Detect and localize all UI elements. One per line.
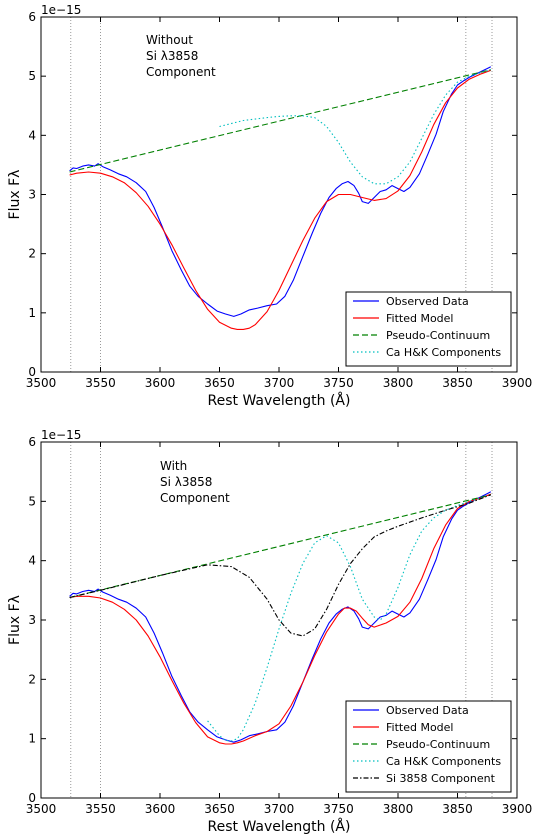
x-tick-label: 3650 xyxy=(204,802,235,816)
x-tick-label: 3500 xyxy=(26,802,57,816)
x-tick-label: 3600 xyxy=(145,802,176,816)
y-tick-label: 5 xyxy=(28,69,36,83)
y-tick-label: 4 xyxy=(28,128,36,142)
y-tick-label: 6 xyxy=(28,435,36,449)
x-tick-label: 3600 xyxy=(145,376,176,390)
series-line-si-3858-component xyxy=(69,494,491,637)
y-tick-label: 1 xyxy=(28,732,36,746)
x-axis-label: Rest Wavelength (Å) xyxy=(208,818,351,834)
legend-entry: Observed Data xyxy=(386,704,469,717)
series-line-observed-data xyxy=(69,66,492,317)
y-tick-label: 3 xyxy=(28,613,36,627)
x-tick-label: 3700 xyxy=(264,802,295,816)
legend-box xyxy=(345,291,512,367)
exponent-label: 1e−15 xyxy=(41,3,81,17)
x-tick-label: 3850 xyxy=(442,802,473,816)
legend-entry: Fitted Model xyxy=(386,312,453,325)
legend-entry: Si 3858 Component xyxy=(386,772,496,785)
x-tick-label: 3550 xyxy=(85,376,116,390)
y-axis-label: Flux Fλ xyxy=(7,170,23,220)
x-tick-label: 3550 xyxy=(85,802,116,816)
annotation-line: Component xyxy=(146,65,216,79)
annotation-line: With xyxy=(160,459,187,473)
legend-entry: Pseudo-Continuum xyxy=(386,738,490,751)
exponent-label: 1e−15 xyxy=(41,428,81,442)
legend-entry: Ca H&K Components xyxy=(386,346,501,359)
legend-entry: Pseudo-Continuum xyxy=(386,329,490,342)
chart-panel: 3500 3550 3600 3650 3700 3750 3800 3850 3900 0 1 2 3… xyxy=(7,3,532,409)
series-line-fitted-model xyxy=(69,69,491,330)
series-line-pseudo-continuum xyxy=(69,494,491,599)
x-tick-label: 3750 xyxy=(323,376,354,390)
y-tick-label: 3 xyxy=(28,188,36,202)
y-tick-label: 4 xyxy=(28,554,36,568)
y-tick-label: 0 xyxy=(28,791,36,805)
x-axis-label: Rest Wavelength (Å) xyxy=(208,392,351,409)
x-tick-label: 3750 xyxy=(323,802,354,816)
series-line-ca-h-k-components xyxy=(219,69,491,185)
y-tick-label: 2 xyxy=(28,247,36,261)
legend-entry: Ca H&K Components xyxy=(386,755,501,768)
legend-box xyxy=(345,700,512,793)
series-line-pseudo-continuum xyxy=(69,69,491,173)
x-tick-label: 3850 xyxy=(442,376,473,390)
x-tick-label: 3800 xyxy=(383,376,414,390)
x-tick-label: 3900 xyxy=(502,376,533,390)
x-tick-label: 3500 xyxy=(26,376,57,390)
y-tick-label: 2 xyxy=(28,672,36,686)
x-tick-label: 3700 xyxy=(264,376,295,390)
x-tick-label: 3650 xyxy=(204,376,235,390)
series-line-ca-h-k-components xyxy=(207,494,491,742)
annotation-line: Si λ3858 xyxy=(160,475,212,489)
series-line-observed-data xyxy=(69,491,492,743)
legend-entry: Fitted Model xyxy=(386,721,453,734)
y-tick-label: 6 xyxy=(28,10,36,24)
x-tick-label: 3900 xyxy=(502,802,533,816)
series-line-fitted-model xyxy=(69,493,491,745)
y-axis-label: Flux Fλ xyxy=(7,595,23,645)
y-tick-label: 1 xyxy=(28,306,36,320)
y-tick-label: 0 xyxy=(28,365,36,379)
annotation-line: Component xyxy=(160,491,230,505)
y-tick-label: 5 xyxy=(28,494,36,508)
legend-entry: Observed Data xyxy=(386,295,469,308)
x-tick-label: 3800 xyxy=(383,802,414,816)
annotation-line: Si λ3858 xyxy=(146,49,198,63)
chart-panel: 3500 3550 3600 3650 3700 3750 3800 3850 3900 0 1 2 3… xyxy=(7,428,532,834)
annotation-line: Without xyxy=(146,33,193,47)
